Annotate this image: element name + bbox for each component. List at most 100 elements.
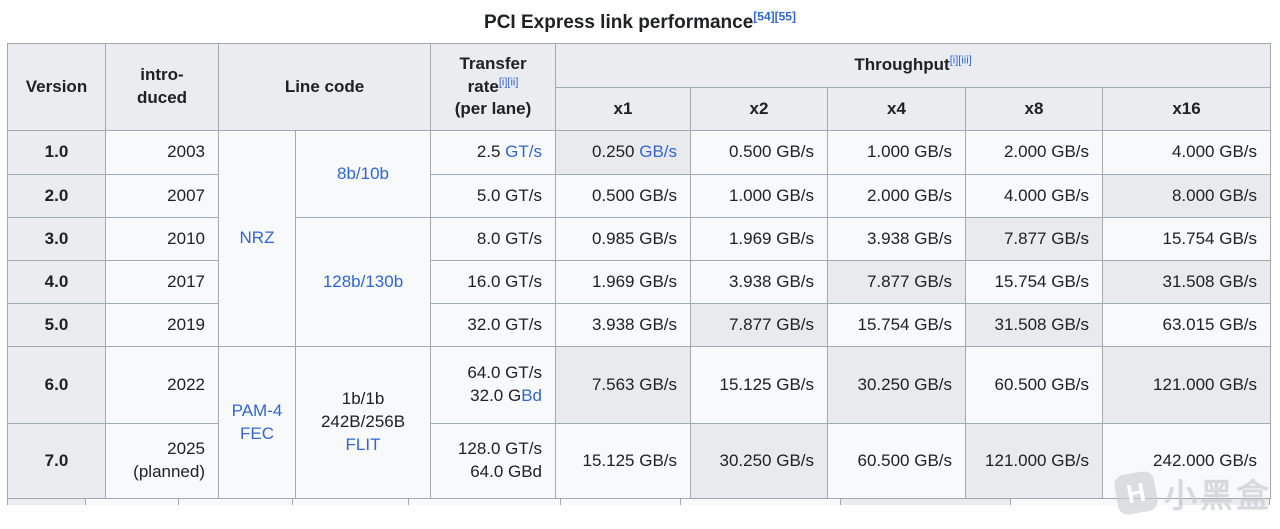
link-gbs[interactable]: GB/s: [639, 142, 678, 162]
table-row: 6.0 2022 PAM-4 FEC 1b/1b 242B/256B FLIT …: [7, 346, 1272, 499]
col-header-x2: x2: [690, 87, 829, 131]
header-row-top: Version intro- duced Line code Transfer …: [7, 43, 1272, 131]
throughput-cell: 60.500 GB/s: [965, 346, 1104, 424]
introduced-cell: 2010: [105, 217, 219, 261]
throughput-cell: 2.000 GB/s: [827, 174, 967, 218]
next-table-partial-row: [7, 499, 1270, 505]
throughput-cell: 0.250 GB/s: [555, 130, 692, 175]
line-code-cell: 128b/130b: [294, 217, 432, 347]
partial-cell: [841, 499, 1011, 505]
col-header-throughput: Throughput[i][iii]: [555, 43, 1272, 88]
line-code-cell: PAM-4 FEC: [218, 346, 296, 499]
transfer-rate-cell: 2.5 GT/s: [430, 130, 557, 175]
partial-cell: [409, 499, 561, 505]
ref-i-iii[interactable]: [i][iii]: [949, 54, 972, 67]
table-row: 5.0 2019 32.0 GT/s 3.938 GB/s 7.877 GB/s…: [7, 303, 1272, 347]
version-cell: 5.0: [7, 303, 106, 347]
link-128b130b[interactable]: 128b/130b: [322, 271, 404, 291]
col-header-introduced: intro- duced: [105, 43, 219, 131]
version-cell: 4.0: [7, 260, 106, 304]
partial-cell: [1181, 499, 1269, 505]
throughput-cell: 15.754 GB/s: [1102, 217, 1272, 261]
throughput-cell: 15.125 GB/s: [690, 346, 829, 424]
throughput-cell: 1.000 GB/s: [827, 130, 967, 175]
introduced-cell: 2022: [105, 346, 219, 424]
link-flit[interactable]: FLIT: [345, 434, 381, 454]
transfer-rate-cell: 64.0 GT/s 32.0 GBd: [430, 346, 557, 424]
header-row-lanes: x1 x2 x4 x8 x16: [8, 87, 1272, 131]
table-row: 4.0 2017 16.0 GT/s 1.969 GB/s 3.938 GB/s…: [7, 260, 1272, 304]
partial-cell: [681, 499, 841, 505]
throughput-cell: 121.000 GB/s: [965, 423, 1104, 499]
table-row: 2.0 2007 5.0 GT/s 0.500 GB/s 1.000 GB/s …: [7, 174, 1272, 218]
link-pam4-fec[interactable]: PAM-4: [231, 400, 283, 420]
col-header-line-code: Line code: [217, 43, 432, 131]
introduced-cell: 2017: [105, 260, 219, 304]
throughput-cell: 31.508 GB/s: [965, 303, 1104, 347]
partial-cell: [86, 499, 179, 505]
partial-cell: [1011, 499, 1181, 505]
throughput-cell: 60.500 GB/s: [827, 423, 967, 499]
line-code-cell: 1b/1b 242B/256B FLIT: [294, 346, 432, 499]
version-cell: 3.0: [7, 217, 106, 261]
partial-cell: [179, 499, 293, 505]
link-pam4-fec[interactable]: FEC: [240, 423, 274, 443]
table-row: 1.0 2003 NRZ 8b/10b 2.5 GT/s 0.250 GB/s …: [7, 130, 1272, 347]
col-header-transfer-rate: Transfer rate[i][ii] (per lane): [430, 43, 557, 131]
introduced-cell: 2003: [105, 130, 219, 175]
table-row: 3.0 2010 128b/130b 8.0 GT/s 0.985 GB/s 1…: [7, 217, 1272, 347]
partial-cell: [293, 499, 409, 505]
transfer-rate-cell: 8.0 GT/s: [430, 217, 557, 261]
throughput-cell: 30.250 GB/s: [690, 423, 829, 499]
transfer-rate-cell: 16.0 GT/s: [430, 260, 557, 304]
throughput-cell: 4.000 GB/s: [965, 174, 1104, 218]
link-gts[interactable]: GT/s: [505, 142, 543, 162]
throughput-cell: 0.985 GB/s: [555, 217, 692, 261]
introduced-cell: 2025 (planned): [105, 423, 219, 499]
transfer-rate-cell: 32.0 GT/s: [430, 303, 557, 347]
col-header-introduced-label: intro- duced: [136, 65, 188, 107]
partial-cell: [8, 499, 86, 505]
col-header-version: Version: [7, 43, 106, 131]
partial-cell: [561, 499, 681, 505]
throughput-cell: 1.969 GB/s: [690, 217, 829, 261]
throughput-cell: 1.000 GB/s: [690, 174, 829, 218]
link-8b10b[interactable]: 8b/10b: [337, 163, 389, 183]
version-cell: 6.0: [7, 346, 106, 424]
transfer-rate-cell: 5.0 GT/s: [430, 174, 557, 218]
throughput-cell: 4.000 GB/s: [1102, 130, 1272, 175]
throughput-cell: 3.938 GB/s: [690, 260, 829, 304]
ref-54-55[interactable]: [54][55]: [753, 9, 796, 24]
throughput-cell: 0.500 GB/s: [555, 174, 692, 218]
throughput-cell: 63.015 GB/s: [1102, 303, 1272, 347]
table-row: 7.0 2025 (planned) 128.0 GT/s 64.0 GBd 1…: [7, 423, 1272, 499]
throughput-cell: 2.000 GB/s: [965, 130, 1104, 175]
throughput-cell: 15.754 GB/s: [965, 260, 1104, 304]
throughput-cell: 121.000 GB/s: [1102, 346, 1272, 424]
ref-i-ii[interactable]: [i][ii]: [498, 75, 519, 88]
throughput-cell: 0.500 GB/s: [690, 130, 829, 175]
transfer-rate-cell: 128.0 GT/s 64.0 GBd: [430, 423, 557, 499]
throughput-cell: 7.877 GB/s: [965, 217, 1104, 261]
col-header-x4: x4: [827, 87, 967, 131]
pcie-link-performance-table: Version intro- duced Line code Transfer …: [7, 43, 1272, 499]
introduced-cell: 2019: [105, 303, 219, 347]
version-cell: 1.0: [7, 130, 106, 175]
col-header-version-label: Version: [25, 76, 88, 96]
throughput-cell: 8.000 GB/s: [1102, 174, 1272, 218]
table-title: PCI Express link performance[54][55]: [0, 0, 1280, 34]
throughput-cell: 30.250 GB/s: [827, 346, 967, 424]
version-cell: 2.0: [7, 174, 106, 218]
col-header-x8: x8: [965, 87, 1104, 131]
link-nrz[interactable]: NRZ: [239, 228, 275, 248]
throughput-cell: 7.877 GB/s: [827, 260, 967, 304]
line-code-cell: NRZ: [218, 130, 296, 347]
throughput-cell: 242.000 GB/s: [1102, 423, 1272, 499]
throughput-cell: 3.938 GB/s: [827, 217, 967, 261]
throughput-cell: 1.969 GB/s: [555, 260, 692, 304]
throughput-cell: 3.938 GB/s: [555, 303, 692, 347]
introduced-cell: 2007: [105, 174, 219, 218]
table-title-text: PCI Express link performance: [484, 12, 754, 33]
throughput-cell: 7.563 GB/s: [555, 346, 692, 424]
link-baud[interactable]: Bd: [521, 386, 543, 405]
